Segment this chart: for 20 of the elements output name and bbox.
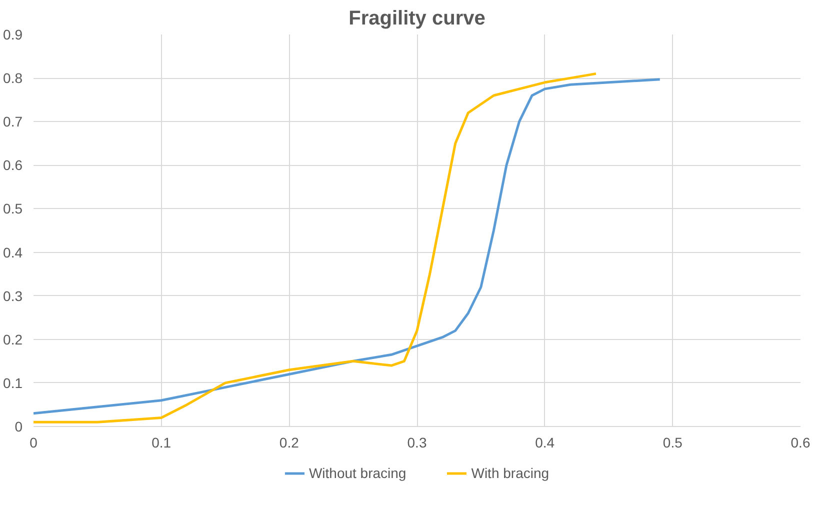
y-tick-label: 0.2 [3,331,23,348]
x-tick-label: 0.1 [152,434,172,450]
x-tick-label: 0.6 [790,434,810,450]
x-tick-label: 0.3 [407,434,427,450]
legend-label: Without bracing [308,464,406,480]
x-tick-label: 0.5 [662,434,683,450]
x-tick-label: 0 [30,434,38,450]
chart-title: Fragility curve [348,8,486,30]
y-tick-label: 0.1 [3,374,23,391]
y-tick-label: 0.6 [3,157,23,174]
y-tick-label: 0.9 [3,26,23,42]
y-tick-label: 0.3 [3,288,23,304]
y-tick-label: 0 [14,418,23,434]
legend-label: With bracing [471,464,550,480]
y-tick-label: 0.4 [3,244,23,260]
x-tick-label: 0.2 [279,434,300,450]
x-tick-label: 0.4 [535,434,555,450]
y-tick-label: 0.5 [3,200,23,217]
y-tick-label: 0.7 [3,114,23,130]
y-tick-label: 0.8 [3,70,23,86]
